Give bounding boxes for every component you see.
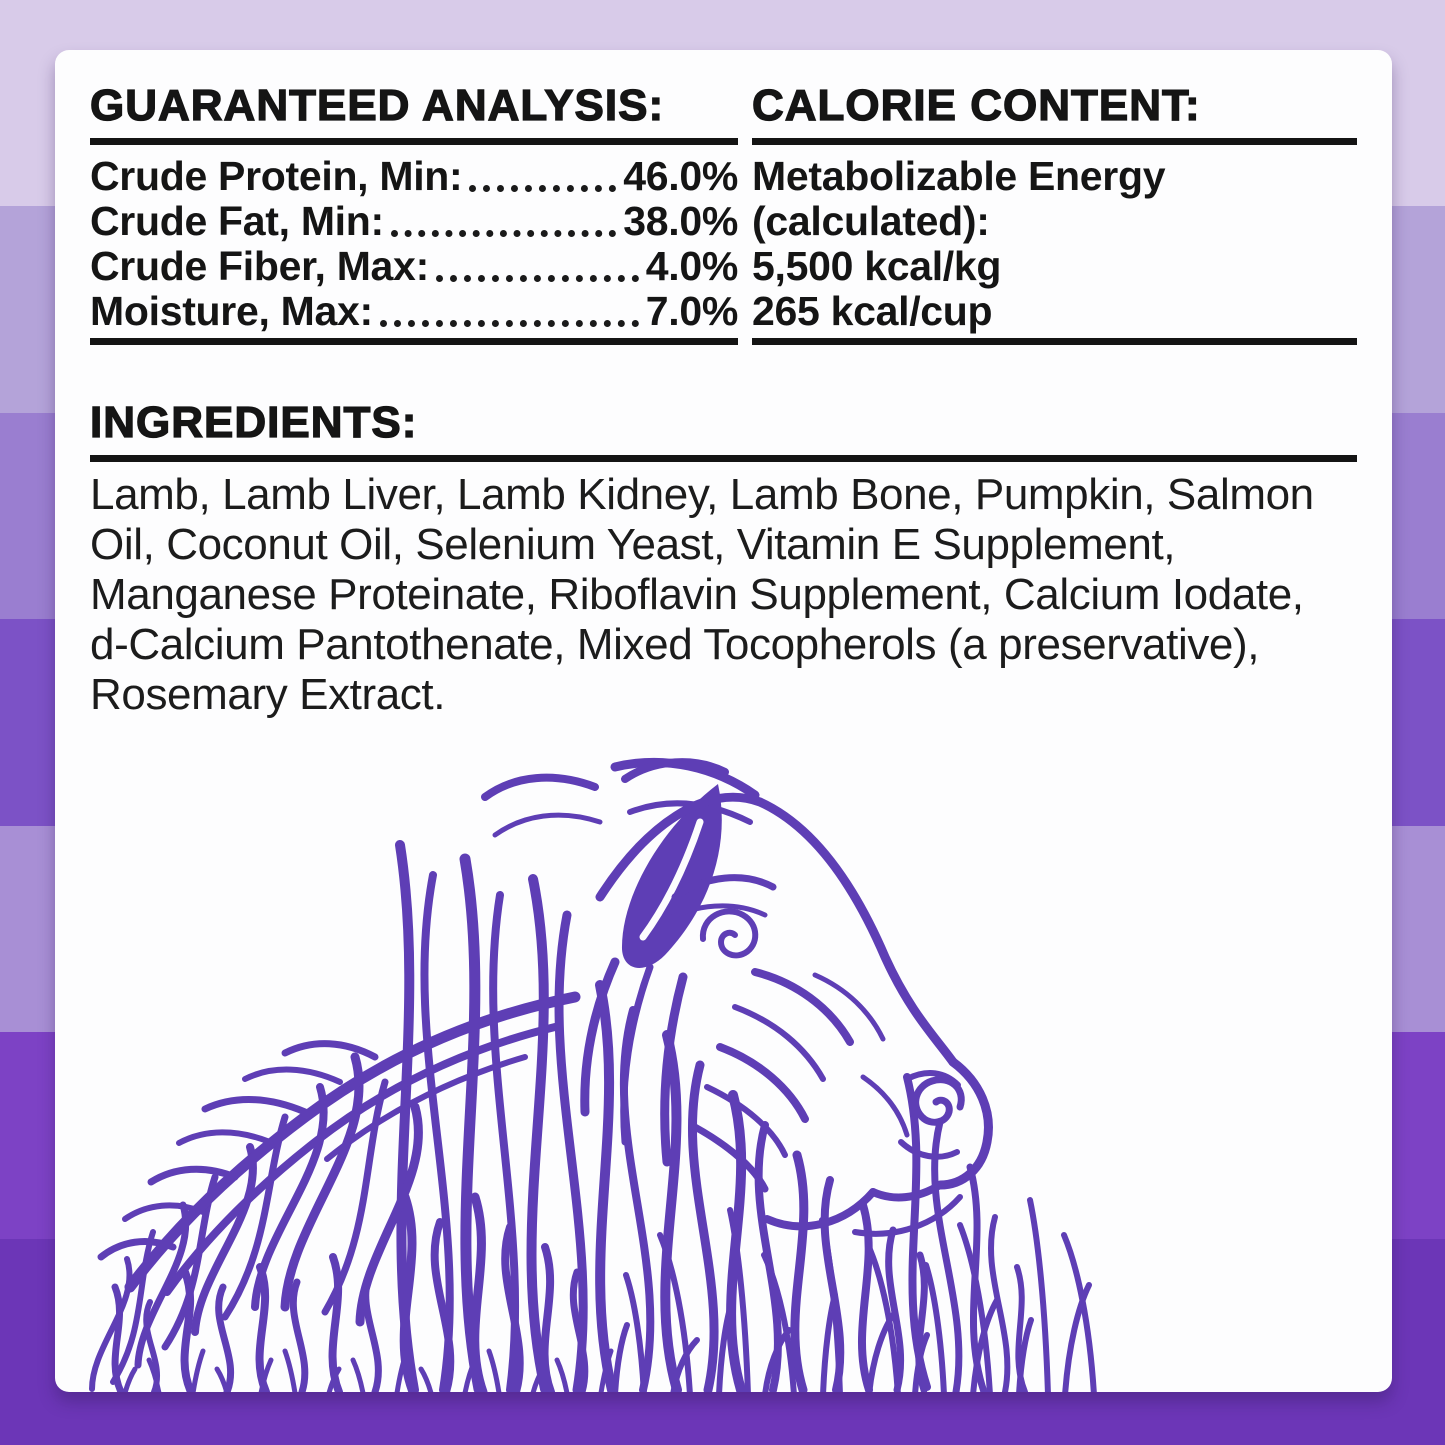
ingredients-line: Lamb, Lamb Liver, Lamb Kidney, Lamb Bone… [90,470,1314,519]
ingredients-title: INGREDIENTS: [89,400,1357,462]
calorie-line: 265 kcal/cup [752,288,993,334]
analysis-value: 38.0% [623,198,738,244]
label-card: GUARANTEED ANALYSIS: Crude Protein, Min:… [55,50,1392,1392]
analysis-row: Crude Fat, Min: 38.0% [90,199,738,244]
guaranteed-analysis-section: GUARANTEED ANALYSIS: Crude Protein, Min:… [89,83,738,345]
analysis-value: 46.0% [623,153,738,199]
calorie-line: 5,500 kcal/kg [752,243,1002,289]
ingredients-section: INGREDIENTS: Lamb, Lamb Liver, Lamb Kidn… [89,400,1357,720]
calorie-line: Metabolizable Energy [752,153,1166,199]
analysis-value: 7.0% [645,288,739,334]
analysis-value: 4.0% [645,243,739,289]
lamb-illustration [89,757,1097,1392]
dot-leader [379,320,639,327]
ingredients-line: d-Calcium Pantothenate, Mixed Tocopherol… [90,620,1260,669]
guaranteed-analysis-title: GUARANTEED ANALYSIS: [89,83,738,145]
dot-leader [435,275,639,282]
guaranteed-analysis-rows: Crude Protein, Min: 46.0% Crude Fat, Min… [90,145,738,345]
calorie-line: (calculated): [752,198,990,244]
analysis-row: Crude Fiber, Max: 4.0% [90,244,738,289]
analysis-label: Crude Fiber, Max: [90,243,429,289]
dot-leader [390,230,617,237]
calorie-content-section: CALORIE CONTENT: Metabolizable Energy (c… [751,83,1357,345]
calorie-content-lines: Metabolizable Energy (calculated): 5,500… [752,145,1357,345]
top-columns: GUARANTEED ANALYSIS: Crude Protein, Min:… [89,83,1357,345]
ingredients-line: Oil, Coconut Oil, Selenium Yeast, Vitami… [90,520,1176,569]
analysis-label: Moisture, Max: [90,288,373,334]
analysis-row: Moisture, Max: 7.0% [90,289,738,334]
ingredients-text: Lamb, Lamb Liver, Lamb Kidney, Lamb Bone… [90,470,1357,720]
ingredients-line: Manganese Proteinate, Riboflavin Supplem… [90,570,1304,619]
analysis-label: Crude Protein, Min: [90,153,463,199]
dot-leader [469,185,617,192]
analysis-row: Crude Protein, Min: 46.0% [90,154,738,199]
analysis-label: Crude Fat, Min: [90,198,384,244]
ingredients-line: Rosemary Extract. [90,670,446,719]
calorie-content-title: CALORIE CONTENT: [751,83,1357,145]
label-content: GUARANTEED ANALYSIS: Crude Protein, Min:… [89,83,1357,720]
